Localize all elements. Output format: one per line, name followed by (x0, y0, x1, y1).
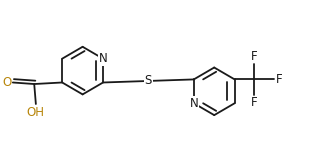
Text: N: N (189, 97, 198, 110)
Text: F: F (276, 73, 282, 86)
Text: S: S (145, 74, 152, 87)
Text: F: F (251, 96, 258, 109)
Text: F: F (251, 50, 258, 62)
Text: OH: OH (27, 106, 45, 119)
Text: N: N (99, 52, 108, 65)
Text: O: O (2, 76, 11, 89)
